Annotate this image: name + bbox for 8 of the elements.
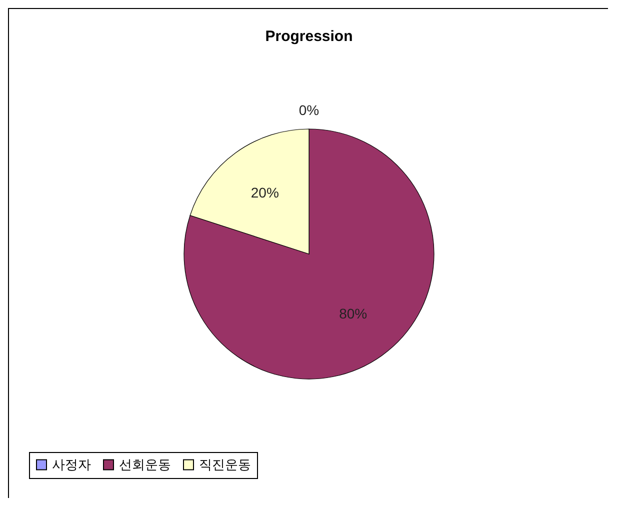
legend-label: 선회운동 bbox=[119, 456, 171, 472]
data-label: 80% bbox=[339, 306, 368, 322]
pie-slice bbox=[184, 128, 434, 380]
legend-label: 직진운동 bbox=[199, 456, 251, 472]
chart-title: Progression bbox=[265, 28, 353, 45]
text: 0% bbox=[298, 102, 320, 118]
legend-label: 사정자 bbox=[52, 456, 91, 472]
data-label: 20% bbox=[250, 184, 279, 200]
